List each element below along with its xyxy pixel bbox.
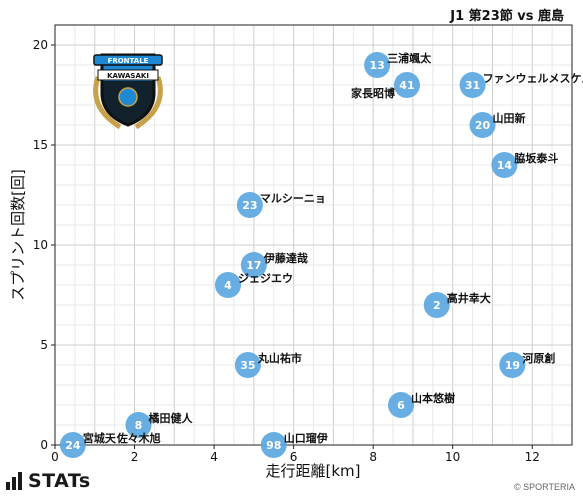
y-tick-label: 20 bbox=[33, 38, 48, 52]
y-tick-label: 15 bbox=[33, 138, 48, 152]
stats-brand-text: STATs bbox=[28, 470, 91, 492]
point-name-label: 三浦颯太 bbox=[387, 51, 432, 65]
point-number-label: 24 bbox=[65, 439, 81, 452]
point-name-label: 山口瑠伊 bbox=[284, 431, 328, 445]
x-axis-label: 走行距離[km] bbox=[265, 462, 360, 480]
point-marker bbox=[240, 252, 267, 278]
point-marker bbox=[260, 432, 287, 458]
point-number-label: 6 bbox=[397, 399, 405, 412]
point-marker bbox=[469, 112, 496, 138]
point-number-label: 31 bbox=[465, 79, 480, 92]
point-marker bbox=[491, 152, 518, 178]
point-marker bbox=[459, 72, 486, 98]
x-tick-label: 4 bbox=[210, 450, 218, 464]
point-name-label: マルシーニョ bbox=[260, 192, 326, 205]
data-point: 佐々木旭 bbox=[116, 431, 161, 445]
point-number-label: 20 bbox=[475, 119, 491, 132]
x-tick-label: 2 bbox=[131, 450, 139, 464]
point-name-label: 河原創 bbox=[522, 351, 555, 365]
point-name-label: ファンウェルメスケルケン際 bbox=[483, 71, 583, 85]
data-point: 2 高井幸大 bbox=[423, 291, 491, 318]
point-name-label: 宮城天 bbox=[83, 431, 117, 445]
point-marker bbox=[214, 272, 241, 298]
point-name-label: 高井幸大 bbox=[447, 291, 491, 305]
y-tick-label: 5 bbox=[40, 338, 48, 352]
data-point: 6 山本悠樹 bbox=[387, 391, 455, 418]
x-tick-label: 6 bbox=[290, 450, 298, 464]
point-number-label: 23 bbox=[242, 199, 257, 212]
logo-ribbon-mid: KAWASAKI bbox=[107, 72, 149, 80]
point-marker bbox=[59, 432, 86, 458]
x-tick-label: 8 bbox=[369, 450, 377, 464]
point-number-label: 8 bbox=[135, 419, 143, 432]
point-name-label: 脇坂泰斗 bbox=[514, 151, 558, 165]
laurel-left-icon bbox=[93, 76, 122, 130]
point-marker bbox=[387, 392, 414, 418]
point-name-label: 丸山祐市 bbox=[257, 351, 302, 365]
point-number-label: 14 bbox=[497, 159, 513, 172]
logo-ribbon-top: FRONTALE bbox=[108, 57, 149, 65]
point-marker bbox=[125, 412, 152, 438]
point-name-label: 山本悠樹 bbox=[411, 391, 455, 405]
point-number-label: 2 bbox=[433, 299, 441, 312]
stats-brand-logo: STATs bbox=[6, 470, 91, 492]
point-marker bbox=[234, 352, 261, 378]
point-number-label: 19 bbox=[505, 359, 520, 372]
data-points: 13三浦颯太41家長昭博31ファンウェルメスケルケン際20山田新14脇坂泰斗23… bbox=[59, 51, 583, 458]
point-marker bbox=[236, 192, 263, 218]
y-tick-label: 0 bbox=[40, 438, 48, 452]
x-tick-label: 12 bbox=[525, 450, 540, 464]
point-marker bbox=[499, 352, 526, 378]
y-tick-label: 10 bbox=[33, 238, 48, 252]
point-name-label: 家長昭博 bbox=[351, 86, 395, 100]
stats-bars-icon bbox=[6, 472, 22, 490]
point-number-label: 4 bbox=[224, 279, 232, 292]
plot-frame bbox=[54, 24, 573, 446]
point-number-label: 41 bbox=[399, 79, 414, 92]
y-axis-label: スプリント回数[回] bbox=[9, 169, 27, 301]
chart-title: J1 第23節 vs 鹿島 bbox=[449, 8, 564, 24]
point-marker bbox=[393, 72, 420, 98]
data-point: 41 家長昭博 bbox=[351, 72, 420, 100]
data-point: 31ファンウェルメスケルケン際 bbox=[459, 71, 583, 98]
point-name-label: ジェジエウ bbox=[238, 272, 293, 285]
point-number-label: 98 bbox=[266, 439, 281, 452]
point-number-label: 13 bbox=[369, 59, 384, 72]
point-number-label: 17 bbox=[246, 259, 261, 272]
x-tick-label: 0 bbox=[51, 450, 59, 464]
data-point: 4 ジェジエウ bbox=[214, 272, 293, 298]
point-marker bbox=[364, 52, 391, 78]
copyright-text: © SPORTERIA bbox=[514, 482, 575, 492]
point-name-label: 橘田健人 bbox=[148, 411, 194, 425]
point-name-label: 佐々木旭 bbox=[116, 431, 161, 445]
club-logo: FRONTALE KAWASAKI bbox=[93, 53, 163, 130]
x-tick-label: 10 bbox=[445, 450, 460, 464]
point-name-label: 伊藤達哉 bbox=[263, 251, 308, 265]
data-point: 8 橘田健人 bbox=[125, 411, 194, 438]
point-marker bbox=[423, 292, 450, 318]
point-number-label: 35 bbox=[240, 359, 255, 372]
laurel-right-icon bbox=[134, 76, 163, 130]
point-name-label: 山田新 bbox=[493, 111, 526, 125]
